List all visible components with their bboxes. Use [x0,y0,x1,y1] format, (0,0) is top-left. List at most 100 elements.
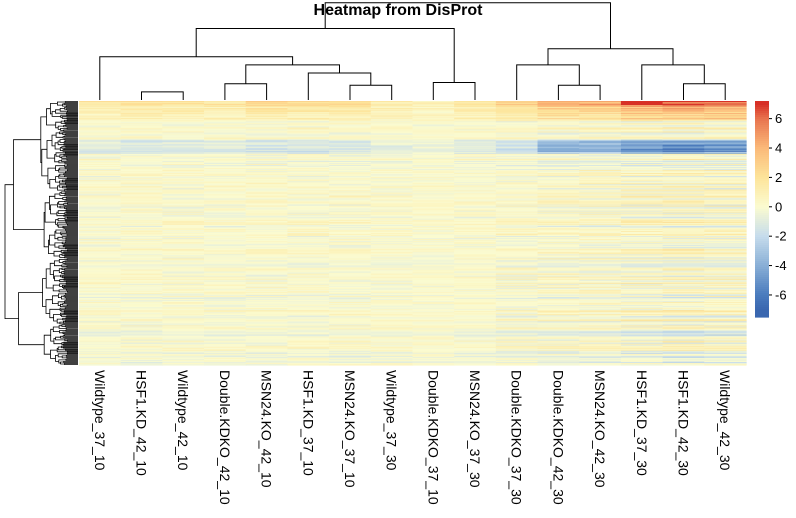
heatmap-cell [454,199,497,202]
heatmap-cell [537,110,580,112]
heatmap-cell [287,125,330,127]
heatmap-cell [662,206,705,209]
heatmap-cell [329,285,372,288]
heatmap-cell [579,103,622,105]
heatmap-cell [704,241,747,243]
heatmap-cell [662,233,705,235]
heatmap-cell [287,290,330,293]
heatmap-cell [454,313,497,315]
heatmap-cell [162,204,205,207]
heatmap-cell [245,148,289,151]
heatmap-cell [704,347,747,350]
heatmap-cell [329,356,372,359]
heatmap-cell [662,334,705,337]
heatmap-cell [329,202,372,205]
heatmap-cell [620,360,664,363]
heatmap-cell [537,200,580,203]
heatmap-cell [412,173,455,175]
heatmap-cell [120,285,163,288]
heatmap-cell [412,200,455,203]
heatmap-cell [454,250,497,252]
heatmap-cell [537,103,580,105]
heatmap-cell [329,170,372,172]
heatmap-cell [704,349,747,352]
row-dendrogram-branch [65,282,78,285]
heatmap-cell [79,335,122,338]
heatmap-cell [370,346,414,349]
heatmap-cell [495,110,539,112]
heatmap-cell [704,294,747,297]
heatmap-cell [620,276,664,279]
heatmap-cell [329,123,372,125]
heatmap-cell [79,184,122,186]
heatmap-cell [412,292,455,295]
heatmap-cell [662,353,705,356]
heatmap-cell [579,303,622,305]
heatmap-cell [495,289,539,292]
heatmap-cell [579,301,622,303]
heatmap-cell [204,120,247,122]
heatmap-cell [412,323,455,325]
heatmap-cell [579,198,622,201]
heatmap-cell [287,149,330,152]
heatmap-cell [662,295,705,298]
heatmap-cell [204,330,247,333]
heatmap-cell [412,184,455,186]
heatmap-cell [662,347,705,350]
heatmap-cell [537,292,580,295]
heatmap-cell [495,152,539,155]
heatmap-cell [204,290,247,293]
heatmap-cell [454,265,497,268]
heatmap-cell [412,234,455,236]
heatmap-cell [704,109,747,111]
heatmap-cell [579,251,622,253]
heatmap-cell [162,263,205,266]
heatmap-cell [620,167,664,169]
colorbar-segment [755,161,769,164]
colorbar-segment [755,243,769,246]
heatmap-cell [662,301,705,303]
heatmap-cell [287,251,330,253]
heatmap-cell [704,329,747,332]
row-dendrogram-branch [65,228,78,231]
row-dendrogram-branch [45,299,53,314]
heatmap-cell [662,293,705,296]
heatmap-cell [162,172,205,174]
heatmap-cell [162,138,205,141]
row-dendrogram-branch [63,346,78,349]
heatmap-cell [537,355,580,358]
heatmap-cell [620,207,664,210]
heatmap-cell [162,180,205,182]
heatmap-cell [495,363,539,366]
heatmap-cell [370,325,414,328]
heatmap-cell [579,135,622,138]
heatmap-cell [329,359,372,362]
heatmap-cell [454,276,497,279]
heatmap-cell [454,333,497,336]
heatmap-cell [537,134,580,137]
heatmap-cell [412,330,455,333]
heatmap-cell [204,206,247,209]
heatmap-cell [329,295,372,298]
heatmap-cell [454,255,497,257]
heatmap-cell [662,352,705,355]
row-dendrogram-branch [65,348,78,351]
heatmap-cell [245,291,289,294]
heatmap-cell [329,205,372,208]
heatmap-cell [245,171,289,173]
heatmap-cell [454,304,497,306]
colorbar-segment [755,293,769,296]
heatmap-cell [245,185,289,187]
heatmap-cell [79,135,122,138]
heatmap-cell [162,233,205,235]
heatmap-cell [120,110,163,112]
heatmap-cell [370,355,414,358]
heatmap-cell [79,260,122,263]
heatmap-cell [245,164,289,167]
heatmap-cell [329,156,372,159]
heatmap-cell [495,333,539,336]
heatmap-cell [495,317,539,319]
heatmap-cell [120,218,163,221]
column-label: Double.KDKO_42_10 [217,370,233,505]
heatmap-cell [662,200,705,203]
